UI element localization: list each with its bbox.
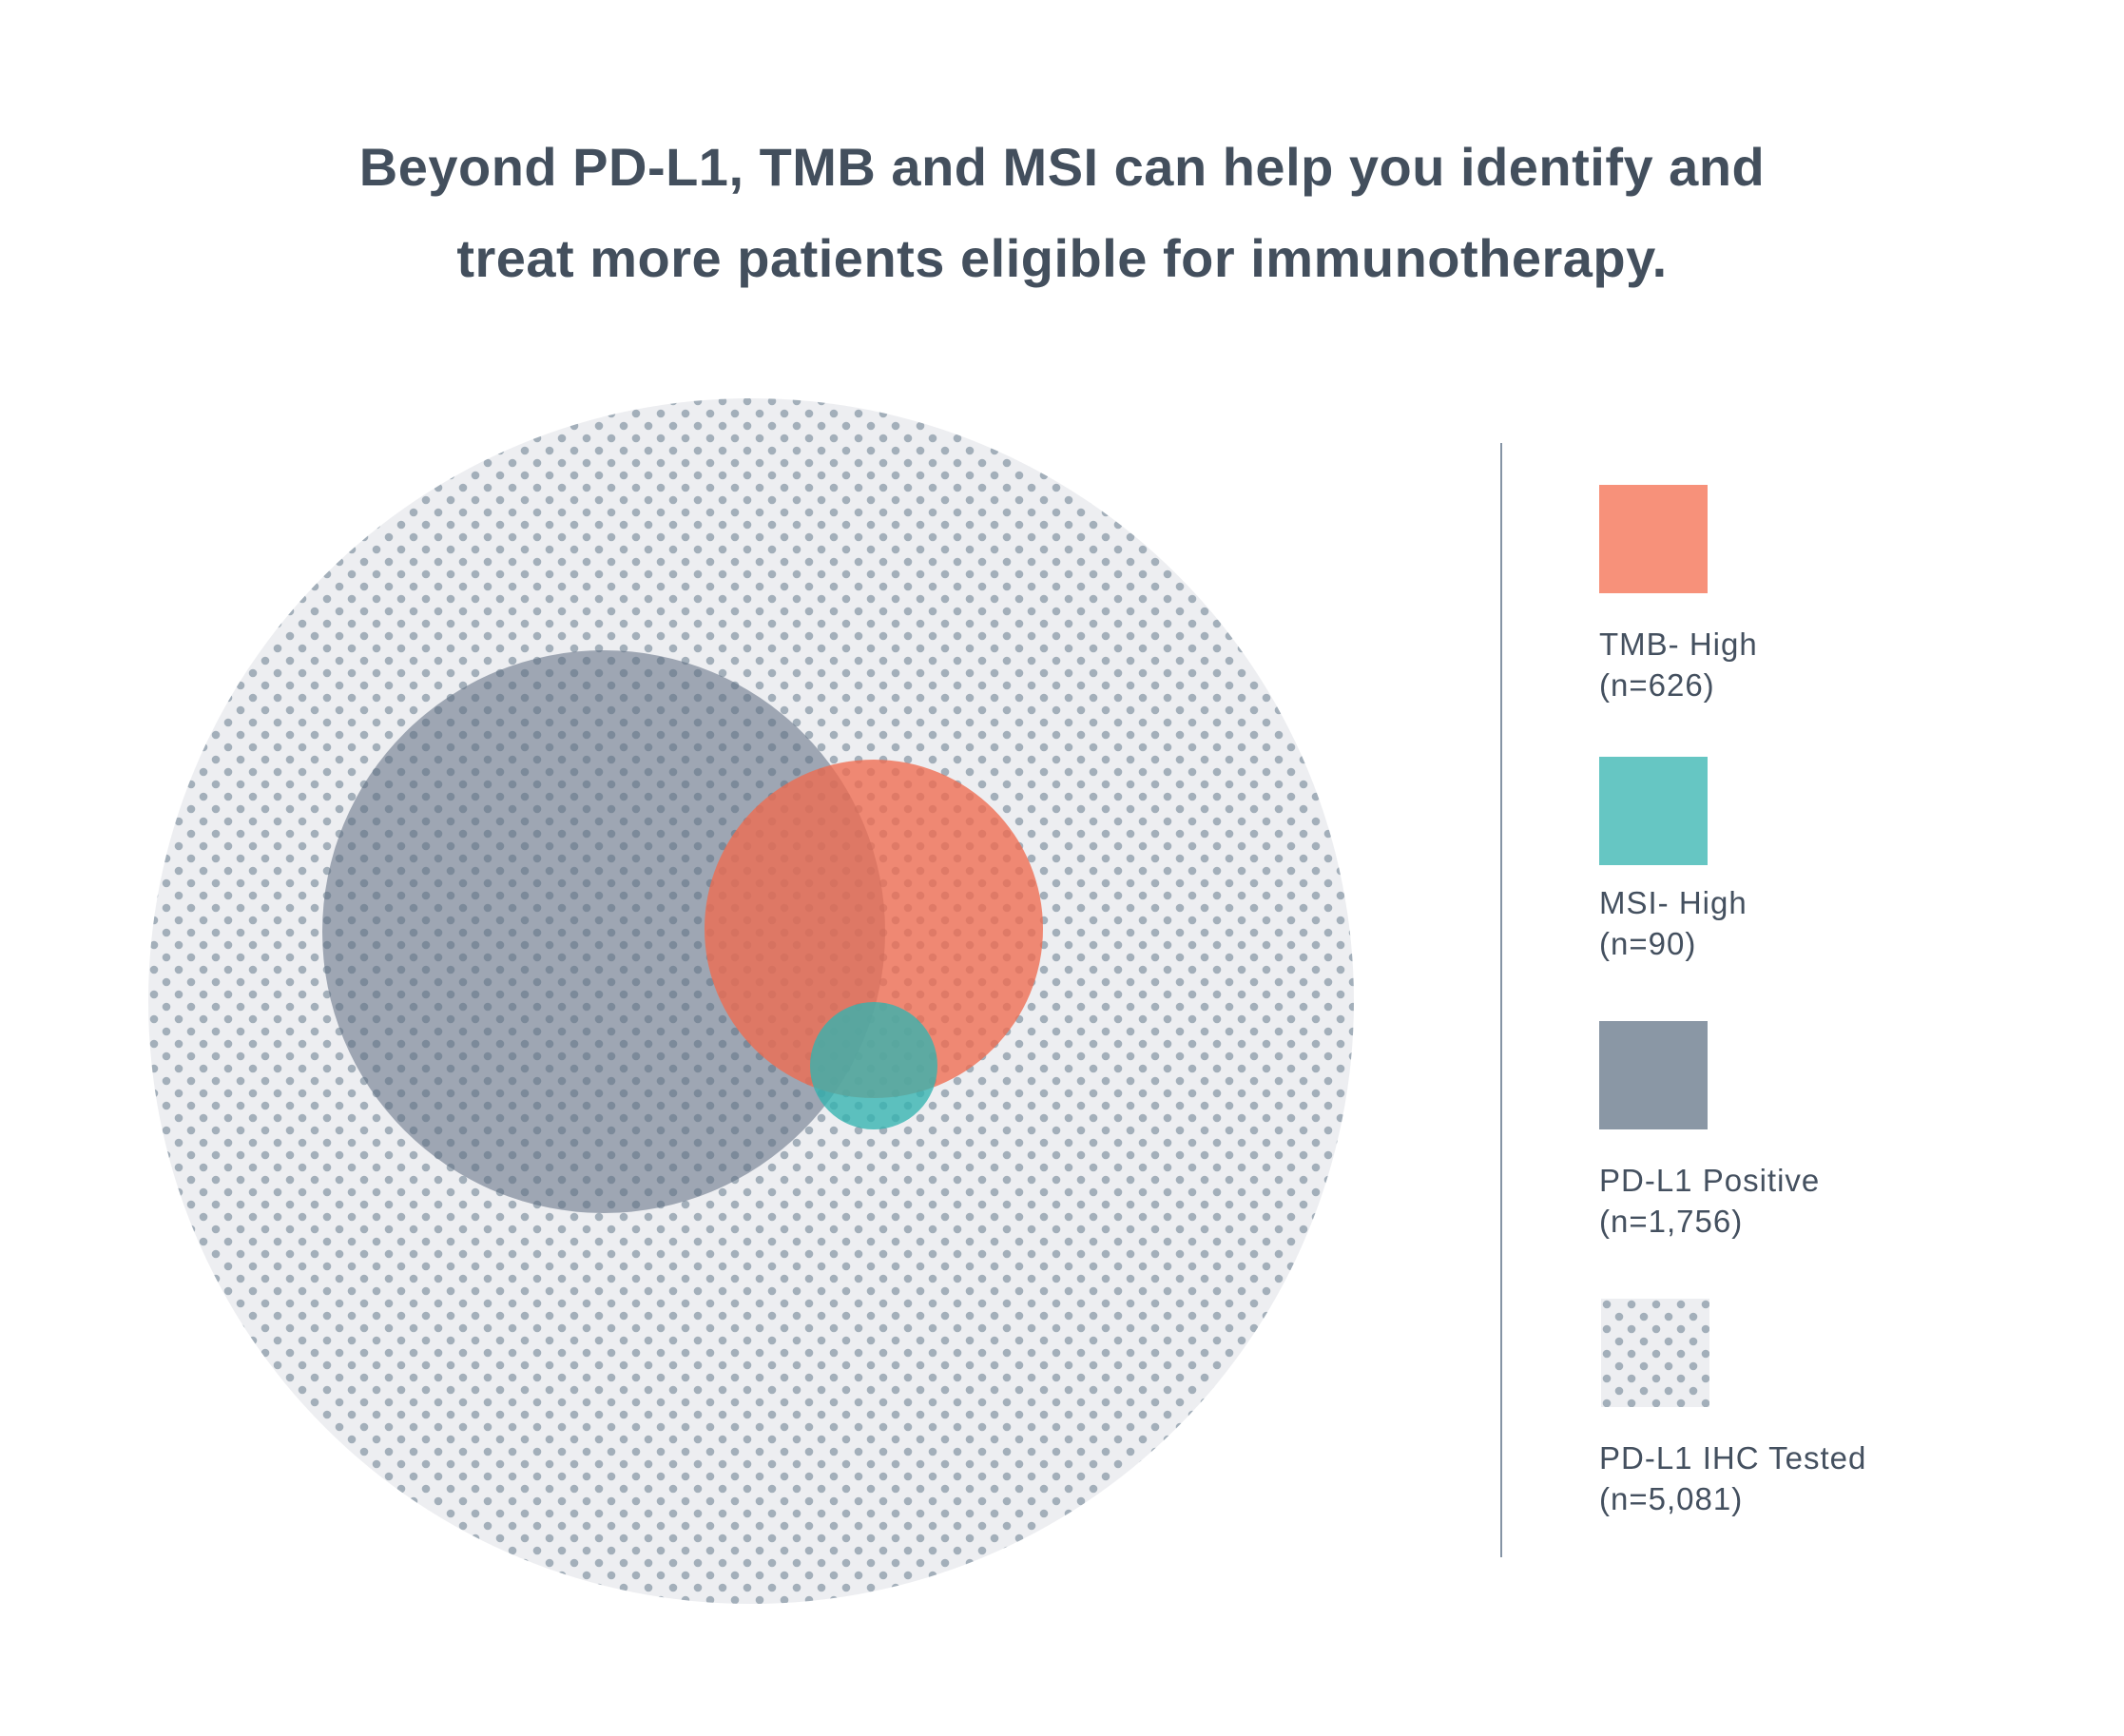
- legend-item-msi-high: MSI- High (n=90): [1599, 757, 1747, 961]
- legend-swatch-pdl1-positive: [1599, 1021, 1708, 1129]
- legend-name: PD-L1 Positive: [1599, 1163, 1821, 1198]
- legend-count: (n=5,081): [1599, 1481, 1744, 1516]
- legend-name: TMB- High: [1599, 627, 1758, 662]
- legend-divider: [1500, 443, 1502, 1557]
- legend-item-tmb-high: TMB- High (n=626): [1599, 485, 1757, 703]
- legend-count: (n=626): [1599, 667, 1715, 703]
- diagram-title: Beyond PD-L1, TMB and MSI can help you i…: [0, 122, 2124, 304]
- legend-count: (n=1,756): [1599, 1204, 1744, 1239]
- legend-item-pdl1-ihc-tested: PD-L1 IHC Tested (n=5,081): [1599, 1299, 1865, 1516]
- legend-swatch-msi-high: [1599, 757, 1708, 865]
- tmb-high-circle: [705, 760, 1043, 1098]
- legend-swatch-pdl1-ihc-tested: [1601, 1299, 1709, 1407]
- legend-swatch-tmb-high: [1599, 485, 1708, 593]
- legend-name: MSI- High: [1599, 885, 1747, 920]
- msi-high-circle: [810, 1002, 937, 1129]
- pdl1-positive-circle: [322, 650, 885, 1213]
- legend-label-pdl1-ihc-tested: PD-L1 IHC Tested (n=5,081): [1599, 1437, 1866, 1519]
- legend-name: PD-L1 IHC Tested: [1599, 1440, 1867, 1476]
- legend-label-tmb-high: TMB- High (n=626): [1599, 624, 1758, 705]
- title-line-1: Beyond PD-L1, TMB and MSI can help you i…: [358, 137, 1766, 197]
- legend-count: (n=90): [1599, 926, 1697, 961]
- legend-item-pdl1-positive: PD-L1 Positive (n=1,756): [1599, 1021, 1819, 1239]
- legend-label-msi-high: MSI- High (n=90): [1599, 882, 1747, 964]
- legend-label-pdl1-positive: PD-L1 Positive (n=1,756): [1599, 1160, 1820, 1242]
- title-line-2: treat more patients eligible for immunot…: [456, 228, 1668, 288]
